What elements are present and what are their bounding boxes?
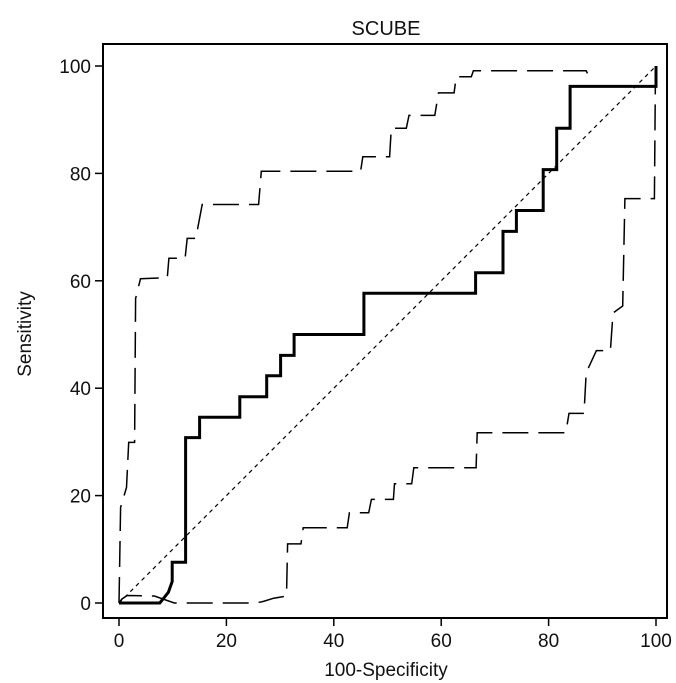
plot-area bbox=[102, 43, 668, 619]
y-tick-label: 100 bbox=[59, 57, 91, 78]
chart-title: SCUBE bbox=[352, 18, 421, 40]
y-tick-label: 60 bbox=[70, 272, 91, 293]
confidence-bound-curve-1 bbox=[118, 70, 589, 604]
x-axis-label: 100-Specificity bbox=[324, 660, 448, 681]
roc-curve-0 bbox=[119, 66, 658, 605]
plot-frame bbox=[102, 43, 668, 619]
x-tick-label: 40 bbox=[323, 631, 344, 652]
y-tick-label: 40 bbox=[70, 379, 91, 400]
x-tick-label: 0 bbox=[114, 631, 125, 652]
y-tick-label: 20 bbox=[70, 487, 91, 508]
y-axis-label: Sensitivity bbox=[15, 291, 36, 377]
y-tick-label: 80 bbox=[70, 164, 91, 185]
y-tick-label: 0 bbox=[80, 594, 91, 615]
x-tick-label: 60 bbox=[431, 631, 452, 652]
x-tick-label: 20 bbox=[216, 631, 237, 652]
diagonal-reference-line-3 bbox=[118, 65, 657, 604]
confidence-bound-curve-2 bbox=[118, 67, 657, 604]
axis-ticks: 0 20 40 60 80 100 0 20 40 60 80 100 bbox=[59, 57, 672, 652]
x-tick-label: 80 bbox=[538, 631, 559, 652]
x-tick-label: 100 bbox=[640, 631, 672, 652]
